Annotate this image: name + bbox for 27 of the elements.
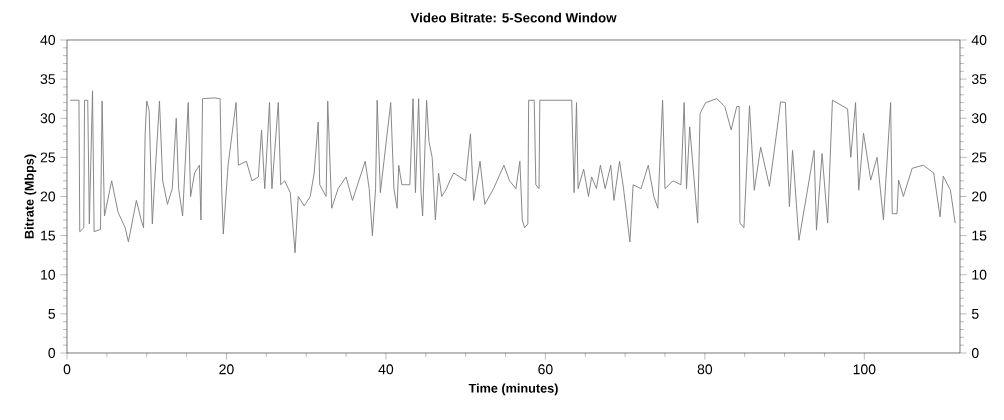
- y2-tick-label: 40: [971, 35, 987, 45]
- y-tick-label: 10: [41, 269, 56, 280]
- y-tick-label: 0: [48, 348, 56, 358]
- x-tick-label: 100: [853, 364, 876, 375]
- y2-tick-label: 25: [972, 152, 987, 163]
- x-tick-label: 80: [697, 364, 713, 375]
- y2-tick-label: 10: [972, 269, 987, 280]
- y-tick-label: 35: [40, 74, 56, 85]
- y2-tick-label: 5: [971, 308, 979, 319]
- x-tick-label: 20: [219, 364, 234, 375]
- x-tick-label: 40: [378, 364, 394, 375]
- y-tick-label: 15: [41, 230, 56, 241]
- x-tick-label: 0: [63, 364, 71, 375]
- y-tick-label: 5: [48, 308, 56, 319]
- y-tick-label: 20: [40, 191, 56, 202]
- x-tick-label: 60: [538, 364, 553, 375]
- y2-tick-label: 15: [972, 230, 987, 241]
- y2-tick-label: 0: [971, 348, 979, 358]
- y-tick-label: 25: [40, 152, 56, 163]
- x-axis-title: Time (minutes): [468, 383, 558, 396]
- y-tick-label: 30: [40, 113, 56, 124]
- chart-title: Video Bitrate: 5-Second Window: [410, 12, 617, 23]
- y2-tick-label: 30: [971, 113, 987, 124]
- y2-tick-label: 20: [972, 191, 987, 202]
- y2-tick-label: 35: [971, 74, 987, 85]
- y-tick-label: 40: [40, 35, 56, 45]
- y-axis-title: Bitrate (Mbps): [24, 154, 37, 239]
